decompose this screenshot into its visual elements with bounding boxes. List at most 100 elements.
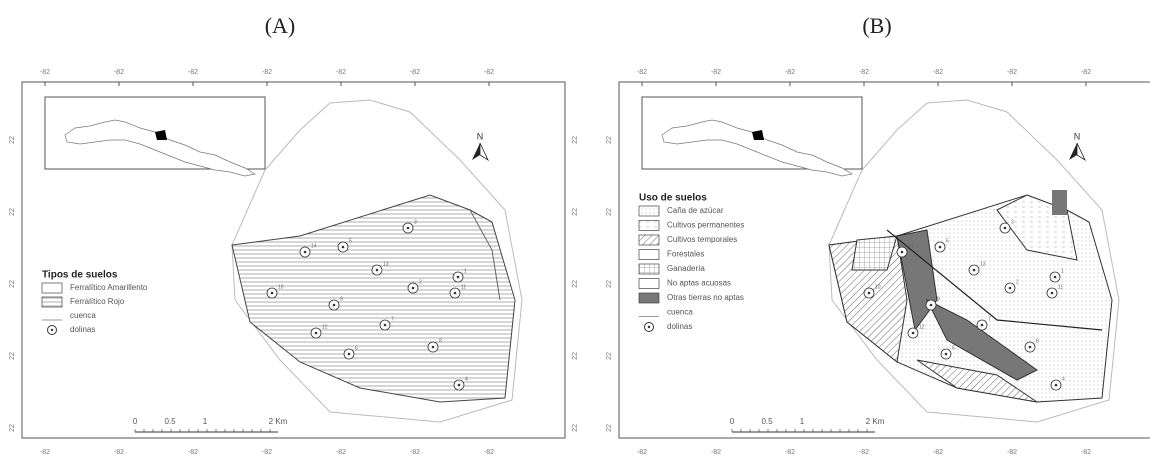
coord-label: 22 [606, 424, 613, 432]
dolina-dot [945, 353, 948, 356]
coord-label: 22 [572, 136, 579, 144]
dolina-label: 5 [946, 238, 949, 244]
coord-label: 22 [572, 352, 579, 360]
coord-label: -82 [637, 69, 647, 76]
dolina-label: 6 [355, 345, 358, 351]
dolina-dot [973, 269, 976, 272]
coord-label: -82 [262, 69, 272, 76]
legend-swatch [42, 297, 62, 307]
dolina-label: 7 [988, 316, 991, 322]
dolina-label: 4 [465, 376, 468, 382]
legend-swatch [51, 329, 53, 331]
scale-label: 1 [800, 417, 805, 426]
dolina-label: 9 [340, 296, 343, 302]
coord-label: -82 [711, 449, 721, 456]
dolina-dot [348, 353, 351, 356]
legend-swatch [639, 221, 659, 231]
coord-label: -82 [114, 69, 124, 76]
dolina-dot [981, 324, 984, 327]
legend-label: Caña de azúcar [667, 206, 724, 215]
coord-label: 22 [572, 208, 579, 216]
north-arrow [1069, 143, 1077, 160]
coord-label: -82 [711, 69, 721, 76]
north-label: N [477, 131, 484, 141]
dolina-dot [1004, 227, 1007, 230]
legend-label: Ferralítico Amarillento [70, 283, 148, 292]
dolina-dot [458, 384, 461, 387]
coord-label: 22 [572, 424, 579, 432]
dolina-dot [1029, 346, 1032, 349]
coord-label: -82 [410, 449, 420, 456]
landuse [1052, 190, 1067, 215]
dolina-label: 12 [322, 324, 328, 330]
coord-label: 22 [606, 352, 613, 360]
dolina-dot [454, 292, 457, 295]
dolina-dot [407, 227, 410, 230]
dolina-label: 14 [311, 243, 317, 249]
coord-label: -82 [1081, 449, 1091, 456]
dolina-label: 8 [439, 338, 442, 344]
dolina-dot [1051, 292, 1054, 295]
north-arrow [472, 143, 480, 160]
dolina-dot [1054, 276, 1057, 279]
coord-label: -82 [1007, 449, 1017, 456]
north-label: N [1074, 131, 1081, 141]
legend-swatch [639, 235, 659, 245]
dolina-label: 14 [908, 243, 914, 249]
coord-label: 22 [9, 208, 16, 216]
scale-label: 0.5 [761, 417, 773, 426]
dolina-dot [457, 276, 460, 279]
dolina-label: 11 [1058, 284, 1063, 290]
dolina-dot [1055, 384, 1058, 387]
dolina-dot [1009, 287, 1012, 290]
dolina-label: 12 [919, 324, 925, 330]
coord-label: 22 [606, 280, 613, 288]
coord-label: -82 [262, 449, 272, 456]
coord-label: -82 [484, 449, 494, 456]
dolina-dot [271, 292, 274, 295]
dolina-label: 2 [419, 279, 422, 285]
dolina-label: 7 [391, 316, 394, 322]
coord-label: 22 [572, 280, 579, 288]
coord-label: -82 [410, 69, 420, 76]
dolina-label: 1 [1061, 268, 1064, 274]
dolina-dot [342, 246, 345, 249]
panel-label: (B) [862, 13, 891, 38]
legend-label: cuenca [667, 308, 693, 317]
legend-swatch [639, 264, 659, 274]
legend-label: dolinas [667, 322, 692, 331]
dolina-label: 11 [461, 284, 466, 290]
scale-label: 0 [133, 417, 138, 426]
coord-label: 22 [9, 136, 16, 144]
coord-label: -82 [933, 69, 943, 76]
legend-label: dolinas [70, 325, 95, 334]
coord-label: -82 [188, 449, 198, 456]
legend-swatch [639, 250, 659, 260]
map-panel: (B)-82-82-82-82-82-82-82-82-82-82-82-82-… [606, 13, 1150, 456]
coord-label: -82 [1081, 69, 1091, 76]
north-arrow [480, 143, 488, 160]
north-arrow [1077, 143, 1085, 160]
dolina-dot [376, 269, 379, 272]
dolina-label: 9 [937, 296, 940, 302]
legend-title: Uso de suelos [639, 193, 707, 204]
panel-label: (A) [265, 13, 296, 38]
dolina-label: 10 [278, 284, 284, 290]
legend-swatch [639, 206, 659, 216]
legend-label: Cultivos temporales [667, 235, 737, 244]
coord-label: 22 [9, 280, 16, 288]
scale-label: 1 [203, 417, 208, 426]
coord-label: 22 [9, 424, 16, 432]
scale-label: 2 Km [269, 417, 288, 426]
dolina-label: 8 [1036, 338, 1039, 344]
coord-label: -82 [859, 69, 869, 76]
dolina-dot [304, 251, 307, 254]
dolina-label: 2 [1016, 279, 1019, 285]
dolina-label: 5 [349, 238, 352, 244]
legend-label: Cultivos permanentes [667, 221, 744, 230]
legend-swatch [42, 283, 62, 293]
dolina-dot [333, 304, 336, 307]
legend-label: Otras tierras no aptas [667, 293, 744, 302]
legend-label: Forestales [667, 250, 704, 259]
coord-label: -82 [336, 69, 346, 76]
